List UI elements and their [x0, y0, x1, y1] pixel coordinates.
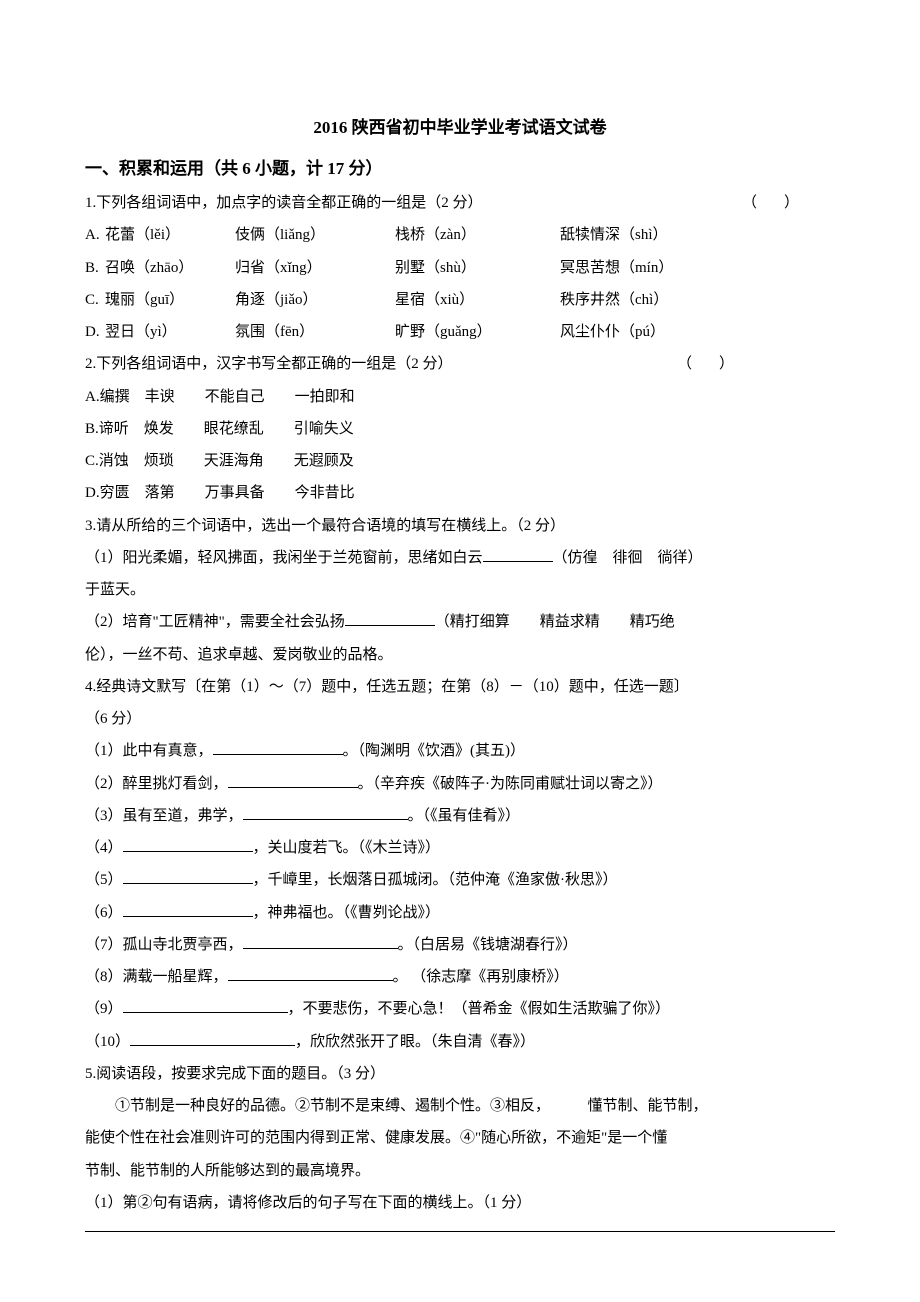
- q1-stem-text: 1.下列各组词语中，加点字的读音全都正确的一组是（2 分）: [85, 195, 483, 211]
- q1-c-c2: 角逐（jiǎo）: [235, 284, 395, 316]
- q4-i7a: （7）孤山寺北贾亭西，: [85, 937, 243, 953]
- blank-line: [130, 1031, 295, 1046]
- q1-b-c3: 别墅（shù）: [395, 252, 560, 284]
- q4-i9b: ，不要悲伤，不要心急！（普希金《假如生活欺骗了你》）: [288, 1001, 671, 1017]
- q3-p1b: （仿徨 徘徊 徜徉）: [553, 550, 703, 566]
- q2-option-b: B.谛听 焕发 眼花缭乱 引喻失义: [85, 413, 835, 445]
- q3-p1c: 于蓝天。: [85, 574, 835, 606]
- q4-i2a: （2）醉里挑灯看剑，: [85, 776, 228, 792]
- q4-i6b: ，神弗福也。（《曹刿论战》）: [253, 905, 441, 921]
- q4-i4b: ，关山度若飞。（《木兰诗》）: [253, 840, 441, 856]
- q1-b-label: B.: [85, 252, 105, 284]
- q2-option-d: D.穷匮 落第 万事具备 今非昔比: [85, 477, 835, 509]
- exam-title: 2016 陕西省初中毕业学业考试语文试卷: [85, 110, 835, 147]
- q4-i5a: （5）: [85, 872, 123, 888]
- q4-item-6: （6） ，神弗福也。（《曹刿论战》）: [85, 897, 835, 929]
- q4-i5b: ，千嶂里，长烟落日孤城闭。（范仲淹《渔家傲·秋思》）: [253, 872, 618, 888]
- footer-divider: [85, 1231, 835, 1232]
- blank-line: [345, 611, 435, 626]
- q3-p2a: （2）培育"工匠精神"，需要全社会弘扬: [85, 614, 345, 630]
- q1-c-c4: 秩序井然（chì）: [560, 284, 668, 316]
- q4-i8a: （8）满载一船星辉，: [85, 969, 228, 985]
- q4-item-2: （2）醉里挑灯看剑， 。（辛弃疾《破阵子·为陈同甫赋壮词以寄之》）: [85, 768, 835, 800]
- q4-i6a: （6）: [85, 905, 123, 921]
- q3-stem: 3.请从所给的三个词语中，选出一个最符合语境的填写在横线上。（2 分）: [85, 510, 835, 542]
- q3-p1: （1）阳光柔媚，轻风拂面，我闲坐于兰苑窗前，思绪如白云 （仿徨 徘徊 徜徉）: [85, 542, 835, 574]
- blank-line: [123, 998, 288, 1013]
- q2-option-a: A.编撰 丰谀 不能自己 一拍即和: [85, 381, 835, 413]
- q4-item-7: （7）孤山寺北贾亭西， 。（白居易《钱塘湖春行》）: [85, 929, 835, 961]
- q4-i1a: （1）此中有真意，: [85, 743, 213, 759]
- q2-stem-text: 2.下列各组词语中，汉字书写全都正确的一组是（2 分）: [85, 356, 453, 372]
- q1-d-c3: 旷野（guǎng）: [395, 316, 560, 348]
- blank-line: [243, 934, 398, 949]
- q5-para1: ①节制是一种良好的品德。②节制不是束缚、遏制个性。③相反， 懂节制、能节制，: [85, 1090, 835, 1122]
- q1-a-c1: 花蕾（lěi）: [105, 219, 235, 251]
- q1-b-c1: 召唤（zhāo）: [105, 252, 235, 284]
- q1-d-c1: 翌日（yì）: [105, 316, 235, 348]
- q1-b-c2: 归省（xǐng）: [235, 252, 395, 284]
- q2-stem: 2.下列各组词语中，汉字书写全都正确的一组是（2 分） （ ）: [85, 348, 835, 380]
- section-header-1: 一、积累和运用（共 6 小题，计 17 分）: [85, 151, 835, 188]
- q1-option-a: A.花蕾（lěi）伎俩（liǎng）栈桥（zàn）舐犊情深（shì）: [85, 219, 835, 251]
- q1-stem: 1.下列各组词语中，加点字的读音全都正确的一组是（2 分） （ ）: [85, 187, 835, 219]
- q4-item-10: （10） ，欣欣然张开了眼。（朱自清《春》）: [85, 1026, 835, 1058]
- blank-line: [123, 869, 253, 884]
- q4-points: （6 分）: [85, 703, 835, 735]
- q1-c-label: C.: [85, 284, 105, 316]
- q4-i8b: 。 （徐志摩《再别康桥》）: [393, 969, 569, 985]
- q4-i10a: （10）: [85, 1034, 130, 1050]
- q4-i1b: 。（陶渊明《饮酒》(其五)）: [343, 743, 526, 759]
- blank-line: [123, 837, 253, 852]
- q5-sub1: （1）第②句有语病，请将修改后的句子写在下面的横线上。（1 分）: [85, 1187, 835, 1219]
- q3-p1a: （1）阳光柔媚，轻风拂面，我闲坐于兰苑窗前，思绪如白云: [85, 550, 483, 566]
- q4-stem: 4.经典诗文默写〔在第（1）～（7）题中，任选五题；在第（8）－（10）题中，任…: [85, 671, 835, 703]
- q4-item-5: （5） ，千嶂里，长烟落日孤城闭。（范仲淹《渔家傲·秋思》）: [85, 864, 835, 896]
- q1-a-label: A.: [85, 219, 105, 251]
- blank-line: [243, 805, 408, 820]
- q4-item-8: （8）满载一船星辉， 。 （徐志摩《再别康桥》）: [85, 961, 835, 993]
- q1-a-c4: 舐犊情深（shì）: [560, 219, 668, 251]
- q5-para3: 节制、能节制的人所能够达到的最高境界。: [85, 1155, 835, 1187]
- blank-line: [228, 773, 358, 788]
- q4-item-1: （1）此中有真意， 。（陶渊明《饮酒》(其五)）: [85, 735, 835, 767]
- q1-a-c2: 伎俩（liǎng）: [235, 219, 395, 251]
- q5-para2: 能使个性在社会准则许可的范围内得到正常、健康发展。④"随心所欲，不逾矩"是一个懂: [85, 1122, 835, 1154]
- q4-i10b: ，欣欣然张开了眼。（朱自清《春》）: [295, 1034, 535, 1050]
- q4-item-3: （3）虽有至道，弗学， 。（《虽有佳肴》）: [85, 800, 835, 832]
- q1-d-c4: 风尘仆仆（pú）: [560, 316, 665, 348]
- q1-answer-paren: （ ）: [742, 187, 805, 219]
- q1-d-label: D.: [85, 316, 105, 348]
- q4-item-4: （4） ，关山度若飞。（《木兰诗》）: [85, 832, 835, 864]
- q1-option-b: B.召唤（zhāo）归省（xǐng）别墅（shù）冥思苦想（mín）: [85, 252, 835, 284]
- q1-a-c3: 栈桥（zàn）: [395, 219, 560, 251]
- q4-i2b: 。（辛弃疾《破阵子·为陈同甫赋壮词以寄之》）: [358, 776, 663, 792]
- q4-i3b: 。（《虽有佳肴》）: [408, 808, 521, 824]
- q4-i7b: 。（白居易《钱塘湖春行》）: [398, 937, 578, 953]
- q1-c-c1: 瑰丽（guī）: [105, 284, 235, 316]
- q1-option-d: D.翌日（yì）氛围（fēn）旷野（guǎng）风尘仆仆（pú）: [85, 316, 835, 348]
- blank-line: [213, 740, 343, 755]
- q1-c-c3: 星宿（xiù）: [395, 284, 560, 316]
- q1-d-c2: 氛围（fēn）: [235, 316, 395, 348]
- q4-item-9: （9） ，不要悲伤，不要心急！（普希金《假如生活欺骗了你》）: [85, 993, 835, 1025]
- q1-option-c: C.瑰丽（guī）角逐（jiǎo）星宿（xiù）秩序井然（chì）: [85, 284, 835, 316]
- blank-line: [123, 902, 253, 917]
- blank-line: [228, 966, 393, 981]
- q2-answer-paren: （ ）: [677, 348, 740, 380]
- q4-i3a: （3）虽有至道，弗学，: [85, 808, 243, 824]
- q1-b-c4: 冥思苦想（mín）: [560, 252, 673, 284]
- q3-p2: （2）培育"工匠精神"，需要全社会弘扬 （精打细算 精益求精 精巧绝: [85, 606, 835, 638]
- q4-i9a: （9）: [85, 1001, 123, 1017]
- q4-i4a: （4）: [85, 840, 123, 856]
- blank-line: [483, 547, 553, 562]
- q3-p2c: 伦），一丝不苟、追求卓越、爱岗敬业的品格。: [85, 639, 835, 671]
- q3-p2b: （精打细算 精益求精 精巧绝: [435, 614, 675, 630]
- q5-stem: 5.阅读语段，按要求完成下面的题目。（3 分）: [85, 1058, 835, 1090]
- q2-option-c: C.消蚀 烦琐 天涯海角 无遐顾及: [85, 445, 835, 477]
